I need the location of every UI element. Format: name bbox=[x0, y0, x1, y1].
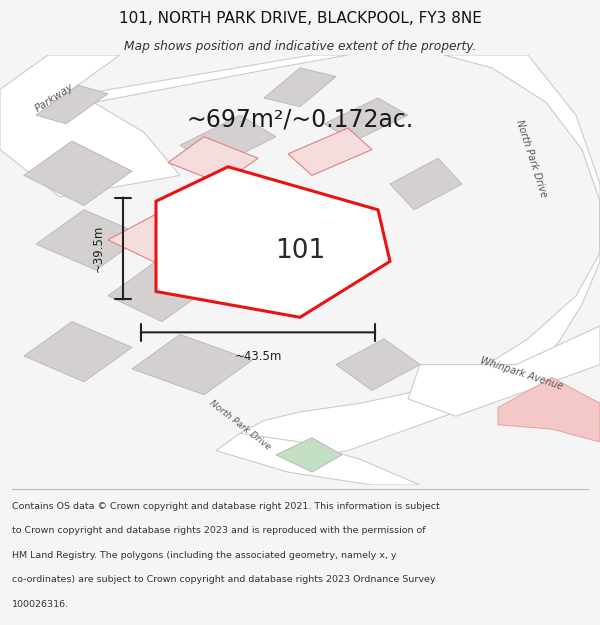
Text: 101: 101 bbox=[275, 238, 325, 264]
Polygon shape bbox=[324, 98, 408, 141]
Polygon shape bbox=[156, 167, 390, 318]
Text: co-ordinates) are subject to Crown copyright and database rights 2023 Ordnance S: co-ordinates) are subject to Crown copyr… bbox=[12, 575, 436, 584]
Text: Contains OS data © Crown copyright and database right 2021. This information is : Contains OS data © Crown copyright and d… bbox=[12, 502, 440, 511]
Polygon shape bbox=[0, 55, 180, 197]
Text: Whinpark Avenue: Whinpark Avenue bbox=[479, 355, 565, 391]
Polygon shape bbox=[108, 214, 210, 266]
Text: ~39.5m: ~39.5m bbox=[92, 225, 105, 272]
Polygon shape bbox=[288, 128, 372, 176]
Polygon shape bbox=[180, 115, 276, 167]
Text: North Park Drive: North Park Drive bbox=[208, 398, 272, 451]
Text: ~697m²/~0.172ac.: ~697m²/~0.172ac. bbox=[187, 107, 413, 131]
Text: Map shows position and indicative extent of the property.: Map shows position and indicative extent… bbox=[124, 39, 476, 52]
Text: ~43.5m: ~43.5m bbox=[235, 349, 281, 362]
Text: 100026316.: 100026316. bbox=[12, 600, 69, 609]
Text: to Crown copyright and database rights 2023 and is reproduced with the permissio: to Crown copyright and database rights 2… bbox=[12, 526, 425, 535]
Text: North Park Drive: North Park Drive bbox=[514, 118, 548, 198]
Polygon shape bbox=[24, 322, 132, 382]
Polygon shape bbox=[276, 438, 342, 472]
Polygon shape bbox=[240, 55, 600, 459]
Text: Parkway: Parkway bbox=[33, 82, 75, 114]
Polygon shape bbox=[498, 378, 600, 442]
Polygon shape bbox=[108, 261, 210, 322]
Polygon shape bbox=[36, 210, 144, 270]
Polygon shape bbox=[216, 433, 420, 485]
Polygon shape bbox=[408, 326, 600, 416]
Polygon shape bbox=[36, 85, 108, 124]
Polygon shape bbox=[336, 339, 420, 391]
Text: 101, NORTH PARK DRIVE, BLACKPOOL, FY3 8NE: 101, NORTH PARK DRIVE, BLACKPOOL, FY3 8N… bbox=[119, 11, 481, 26]
Polygon shape bbox=[132, 334, 252, 395]
Polygon shape bbox=[168, 137, 258, 184]
Text: HM Land Registry. The polygons (including the associated geometry, namely x, y: HM Land Registry. The polygons (includin… bbox=[12, 551, 397, 560]
Polygon shape bbox=[216, 240, 318, 291]
Polygon shape bbox=[60, 55, 348, 107]
Polygon shape bbox=[390, 158, 462, 210]
Polygon shape bbox=[24, 141, 132, 206]
Polygon shape bbox=[264, 68, 336, 107]
